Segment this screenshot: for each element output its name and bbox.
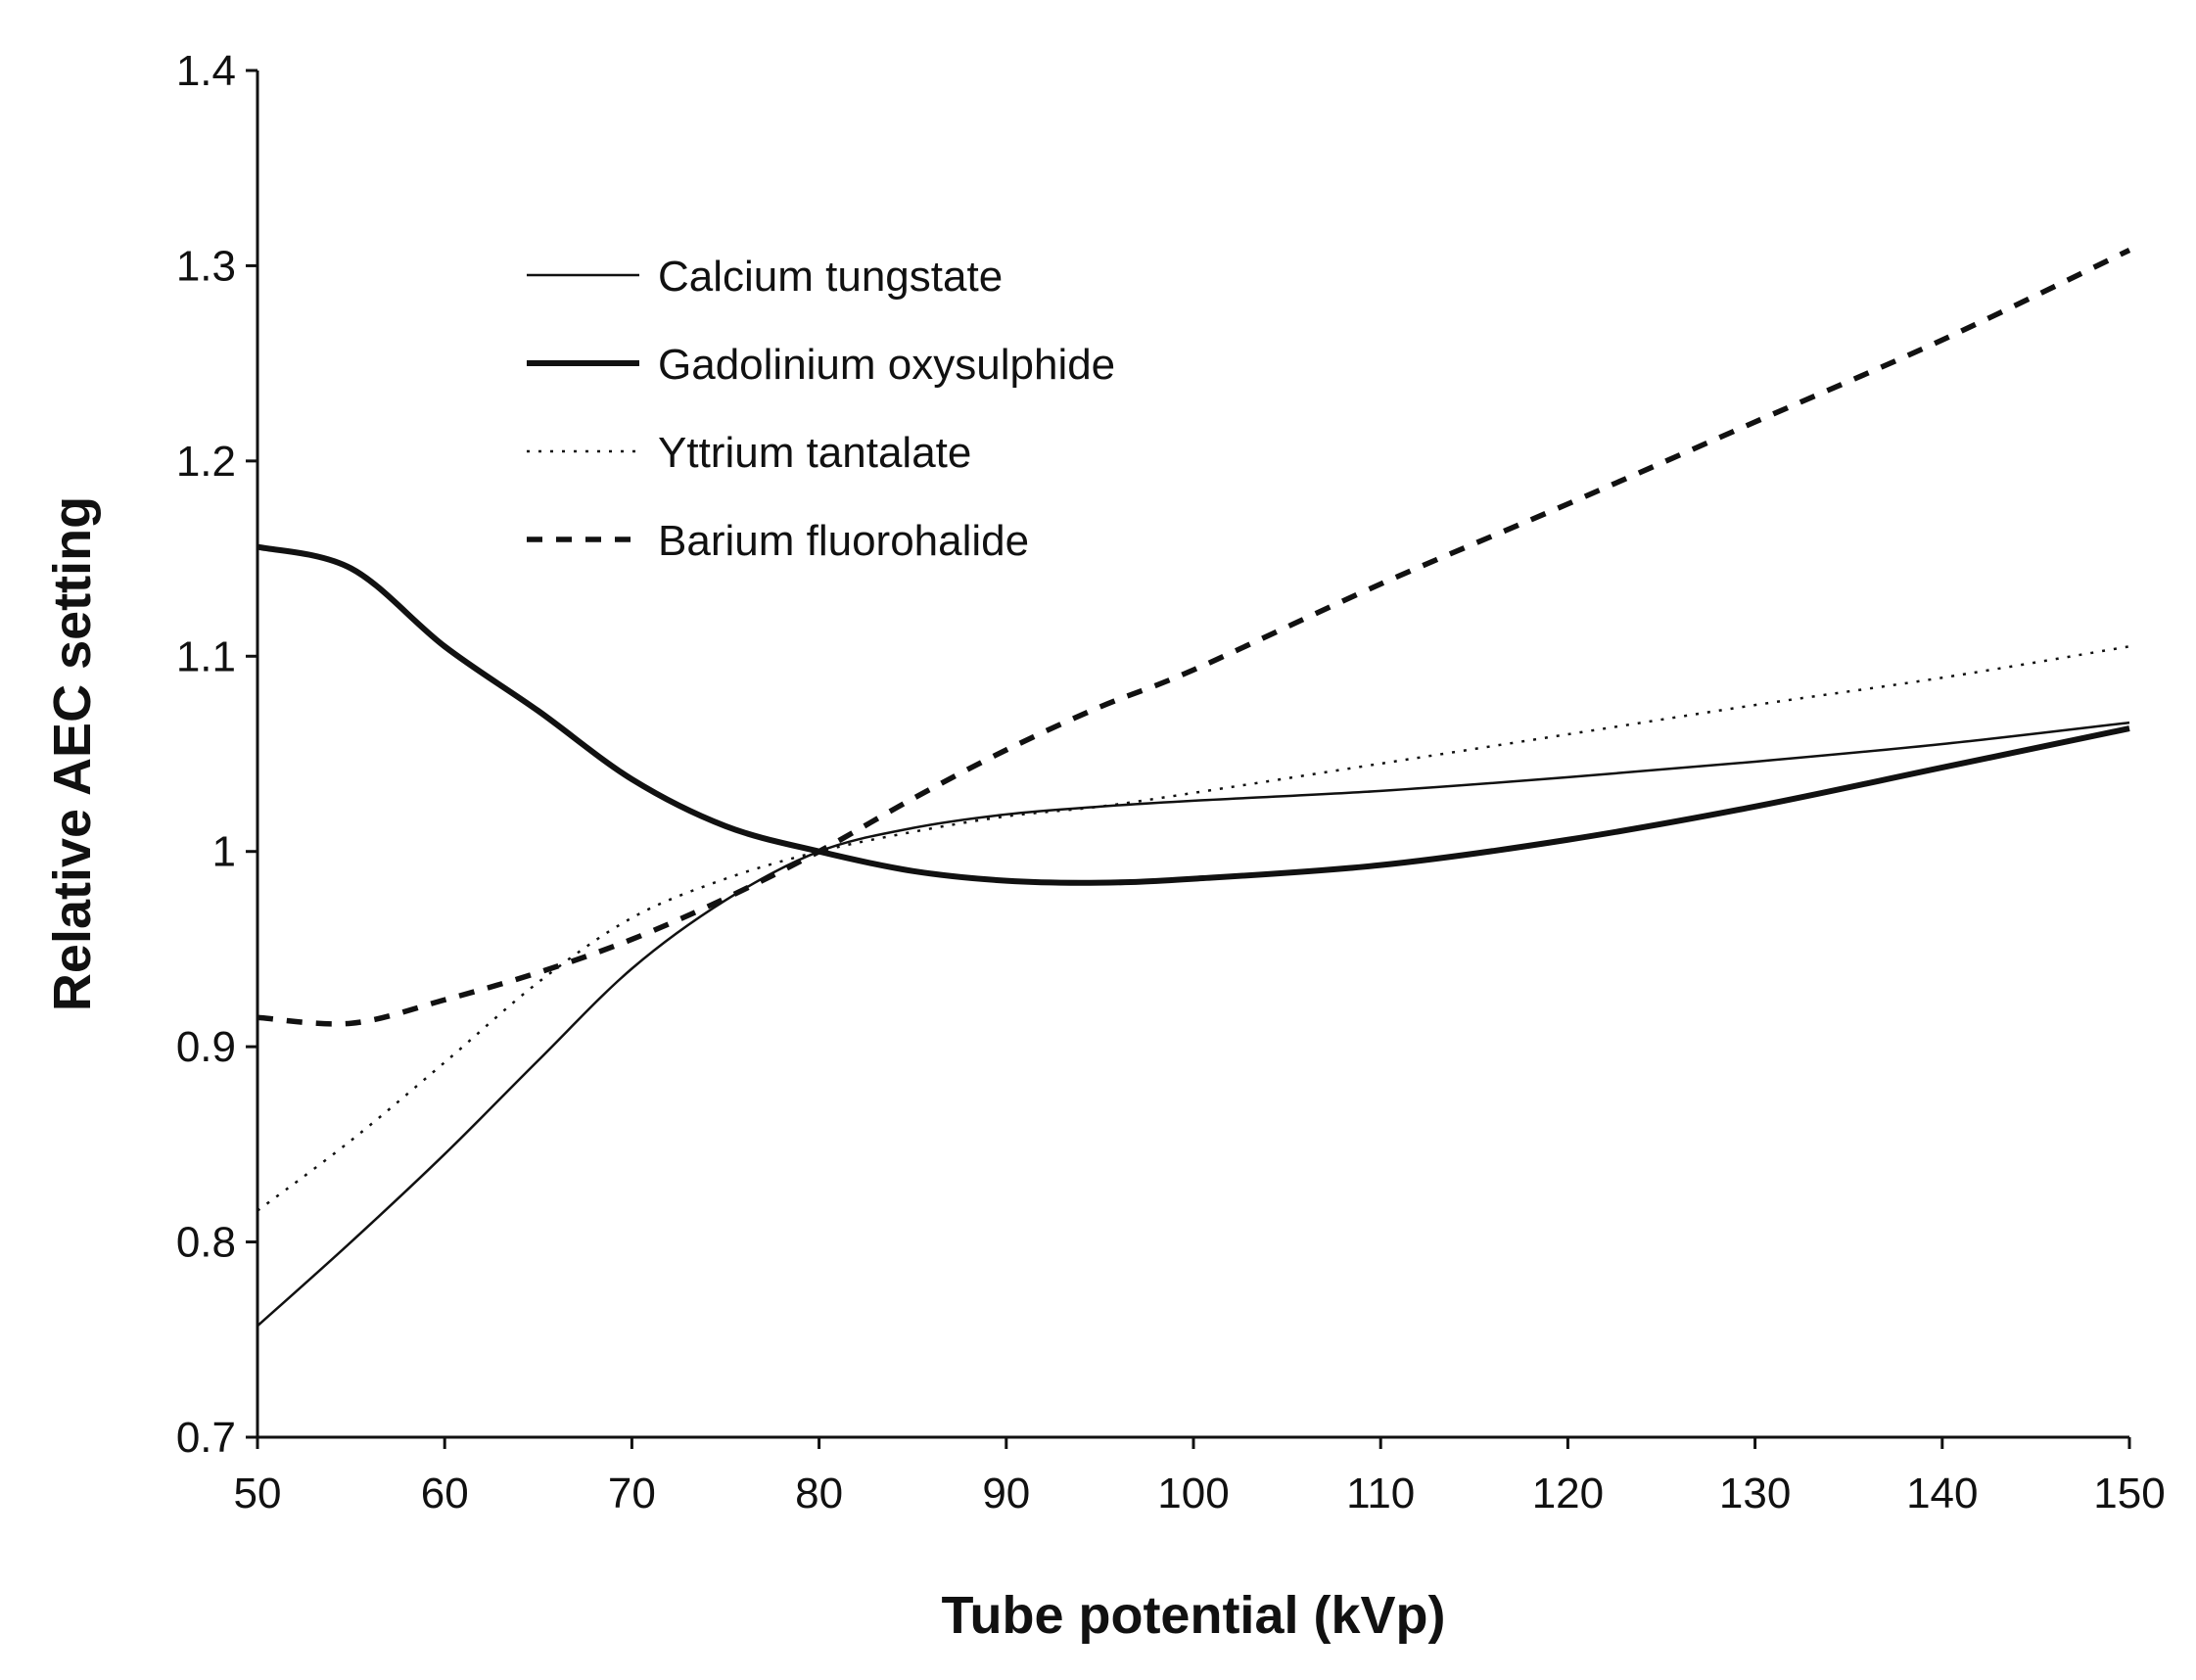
y-tick-label: 0.7 xyxy=(176,1414,236,1462)
x-tick-label: 120 xyxy=(1532,1470,1604,1517)
x-tick-label: 60 xyxy=(421,1470,469,1517)
series-layer xyxy=(257,247,2131,1328)
x-tick-label: 150 xyxy=(2093,1470,2165,1517)
y-tick-label: 0.8 xyxy=(176,1219,236,1267)
legend-label: Barium fluorohalide xyxy=(658,517,1029,565)
x-tick-label: 100 xyxy=(1157,1470,1229,1517)
legend: Calcium tungstate Gadolinium oxysulphide Y… xyxy=(527,253,1115,565)
x-tick-label: 80 xyxy=(795,1470,843,1517)
y-axis-title: Relative AEC setting xyxy=(43,496,102,1011)
x-tick-label: 130 xyxy=(1719,1470,1791,1517)
x-tick-label: 90 xyxy=(982,1470,1030,1517)
y-tick-label: 1.1 xyxy=(176,632,236,680)
legend-label: Calcium tungstate xyxy=(658,253,1003,301)
series-line-yttrium-tantalate xyxy=(257,645,2130,1212)
x-tick-label: 70 xyxy=(608,1470,656,1517)
y-tick-label: 1 xyxy=(212,828,236,876)
y-tick-label: 1.2 xyxy=(176,438,236,486)
legend-label: Yttrium tantalate xyxy=(658,429,971,477)
y-tick-label: 1.3 xyxy=(176,242,236,290)
y-tick-label: 1.4 xyxy=(176,47,236,95)
y-tick-label: 0.9 xyxy=(176,1023,236,1071)
series-line-calcium-tungstate xyxy=(257,721,2130,1328)
y-ticks: 0.7 0.8 0.9 1 1.1 1.2 1.3 1.4 xyxy=(176,47,257,1462)
x-tick-label: 50 xyxy=(234,1470,282,1517)
legend-label: Gadolinium oxysulphide xyxy=(658,341,1115,389)
series-line-barium-fluorohalide xyxy=(257,247,2131,1027)
x-ticks: 50 60 70 80 90 100 110 120 130 140 150 xyxy=(234,1437,2166,1517)
x-axis-title: Tube potential (kVp) xyxy=(942,1586,1446,1645)
series-line-gadolinium-oxysulphide xyxy=(257,543,2130,886)
x-tick-label: 110 xyxy=(1346,1470,1415,1517)
x-tick-label: 140 xyxy=(1906,1470,1978,1517)
